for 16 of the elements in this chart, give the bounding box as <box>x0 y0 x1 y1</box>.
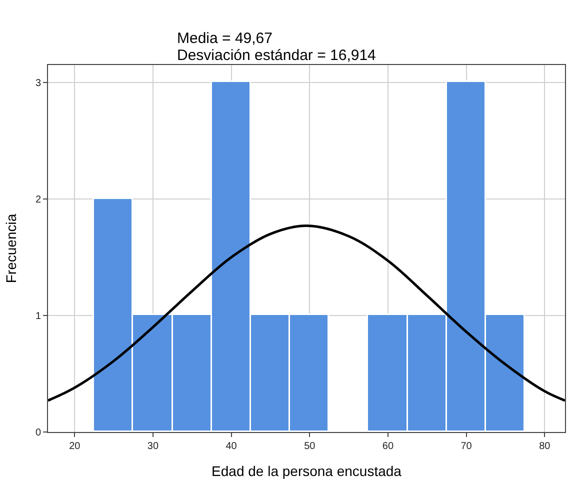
text: Media = 49,67 <box>177 30 272 47</box>
line-series <box>48 224 565 402</box>
x-tick-label: 30 <box>147 441 159 452</box>
x-tick-label: 20 <box>69 441 81 452</box>
text: Desviación estándar = 16,914 <box>177 47 376 64</box>
x-tick-label: 80 <box>539 441 551 452</box>
x-tick-label: 60 <box>382 441 394 452</box>
x-tick-label: 70 <box>460 441 472 452</box>
y-tick-label: 0 <box>35 428 42 438</box>
x-tick-label: 50 <box>304 441 316 452</box>
x-tick-label: 40 <box>226 441 238 452</box>
y-axis-title: Frecuencia <box>3 214 20 284</box>
x-axis-title: Edad de la persona encustada <box>212 463 402 479</box>
y-tick-label: 3 <box>35 78 42 89</box>
y-tick-label: 2 <box>35 194 42 206</box>
y-tick-label: 1 <box>35 310 42 322</box>
